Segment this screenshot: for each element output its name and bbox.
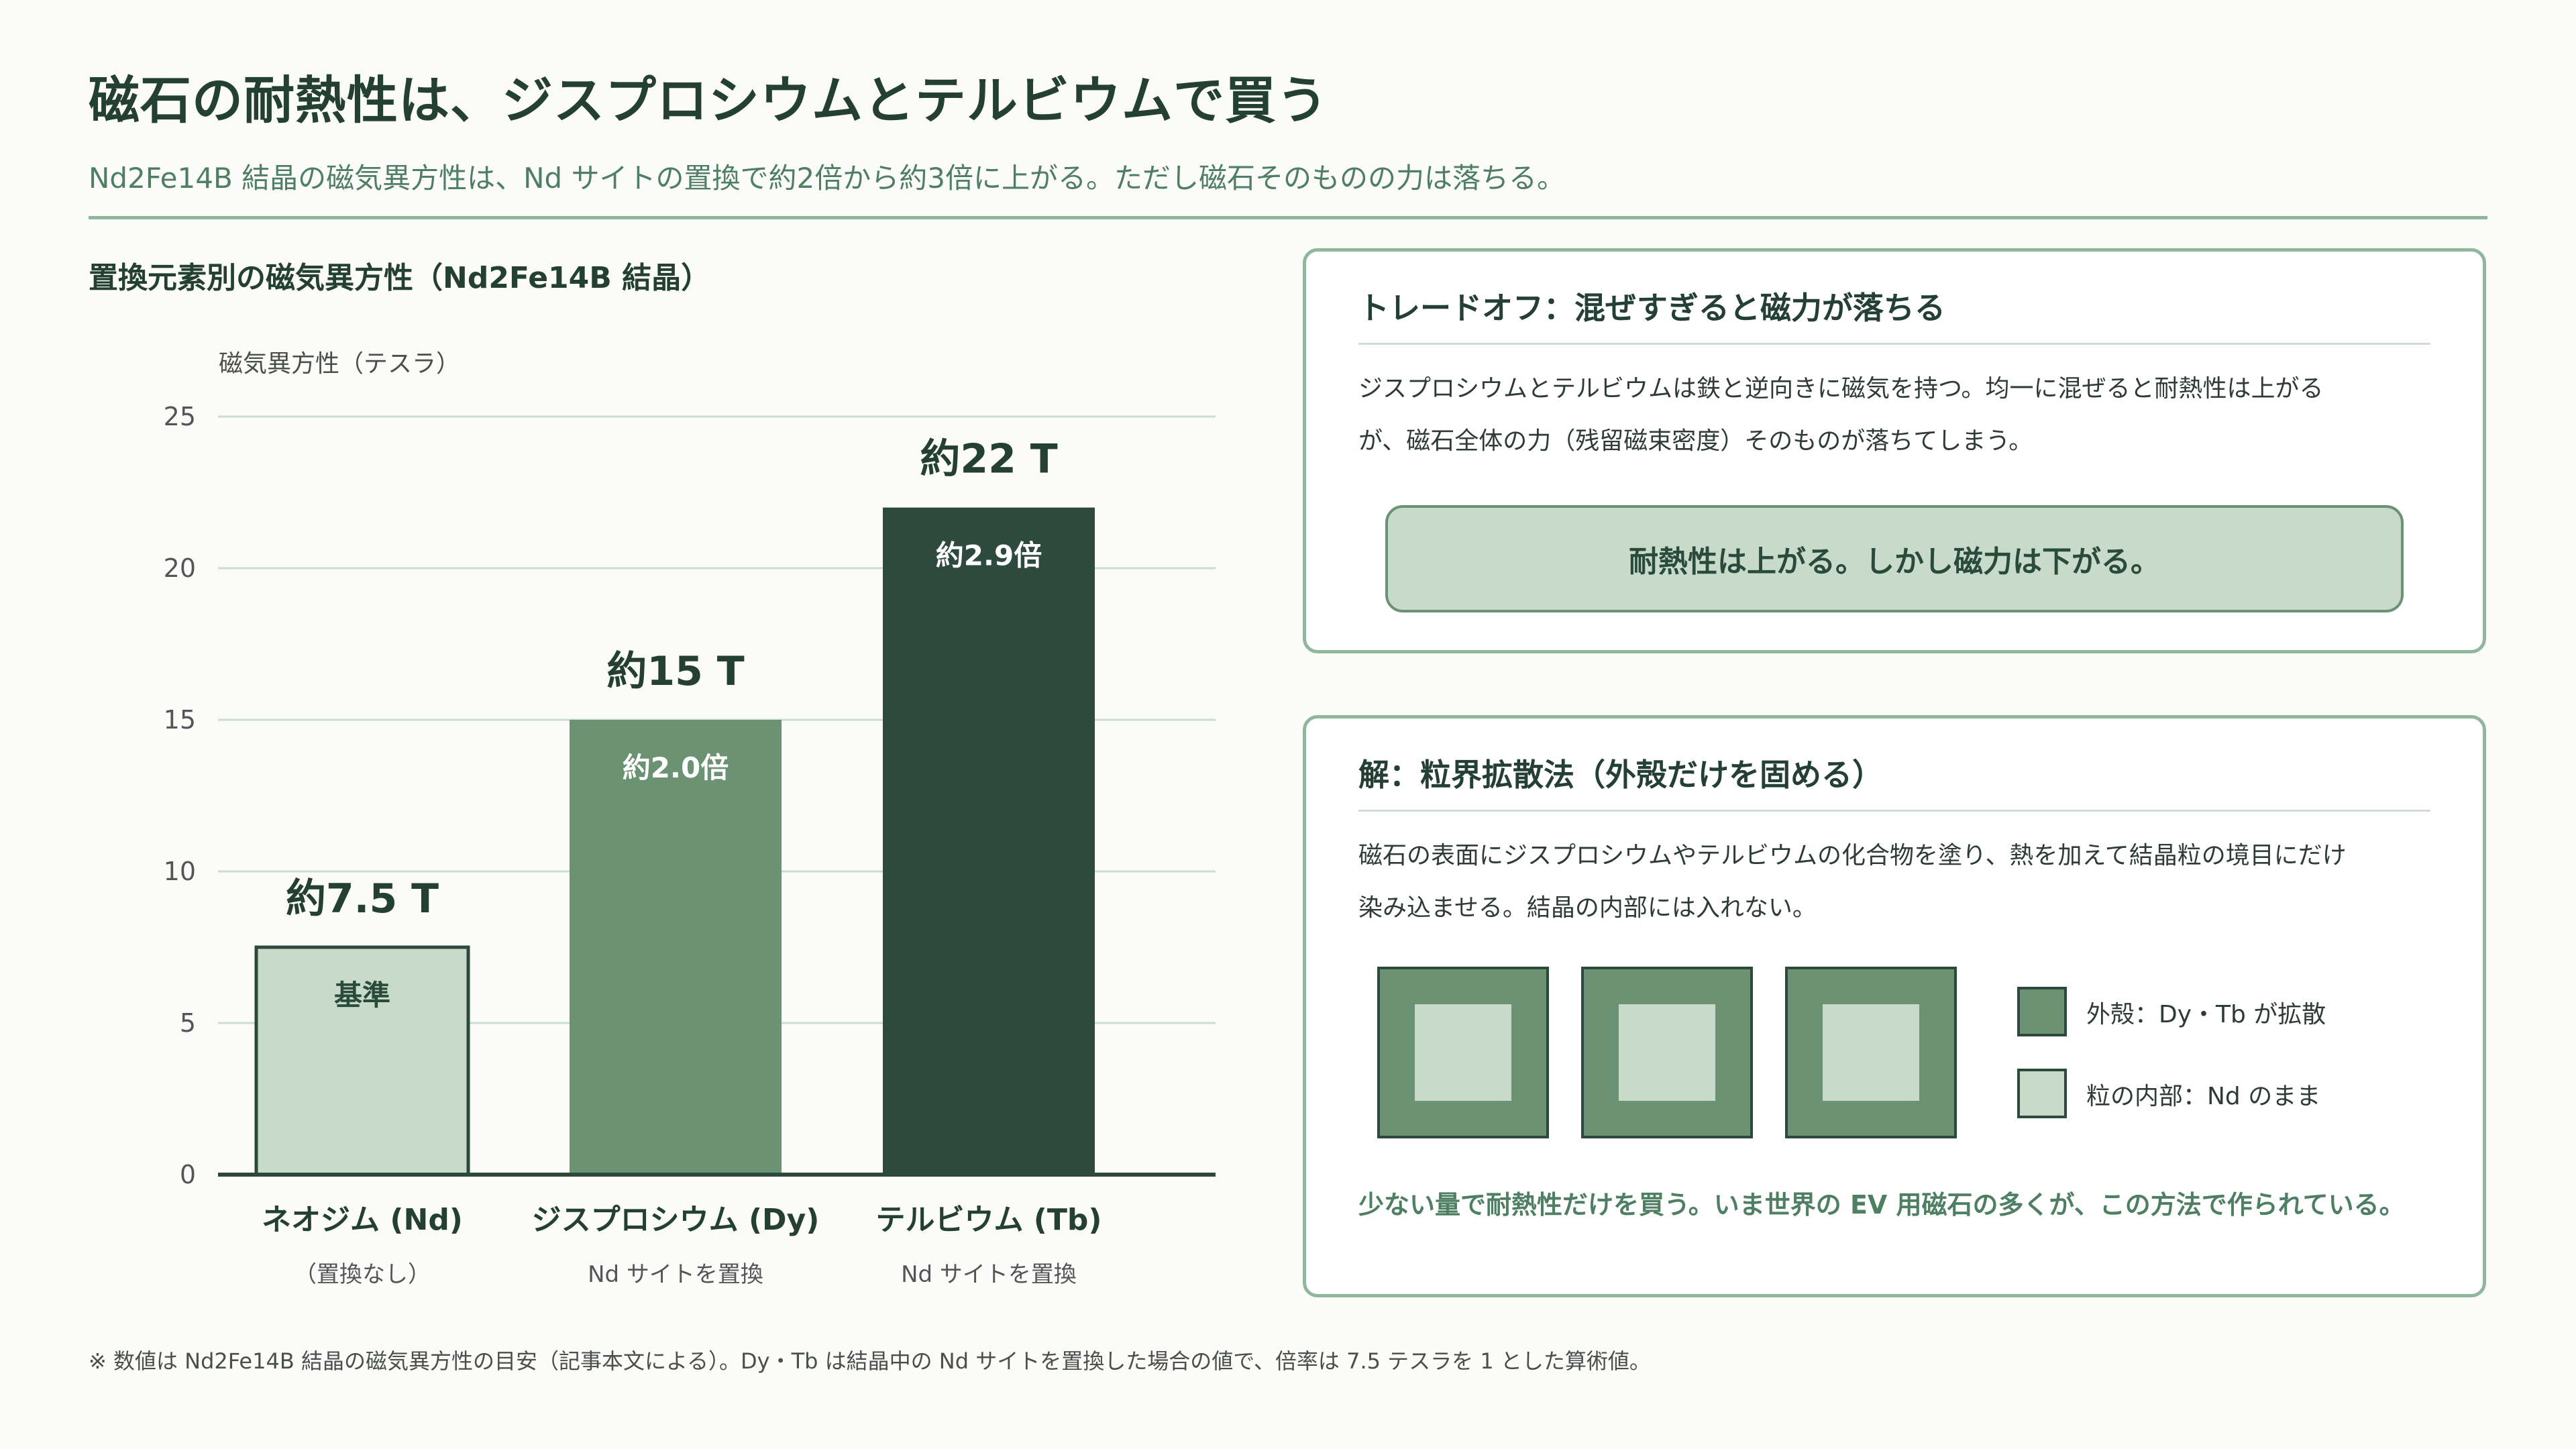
bar-1: [570, 720, 782, 1175]
solution-heading: 解：粒界拡散法（外殻だけを固める）: [1358, 751, 2430, 812]
category-label: ジスプロシウム (Dy): [532, 1203, 820, 1237]
bar-value-label: 約22 T: [920, 436, 1057, 483]
category-sublabel: Nd サイトを置換: [901, 1261, 1077, 1288]
solution-body: 磁石の表面にジスプロシウムやテルビウムの化合物を塗り、熱を加えて結晶粒の境目にだ…: [1358, 830, 2436, 934]
legend-core-swatch: [2017, 1069, 2067, 1118]
y-tick-label: 0: [180, 1160, 196, 1189]
bar-inner-label: 基準: [334, 979, 390, 1012]
category-label: テルビウム (Tb): [875, 1203, 1102, 1237]
category-sublabel: （置換なし）: [294, 1261, 431, 1288]
bar-inner-label: 約2.0倍: [623, 751, 729, 784]
grain-diagram-3: [1785, 967, 1957, 1138]
bar-inner-label: 約2.9倍: [936, 539, 1042, 572]
bar-0: [254, 945, 470, 1177]
grain-diagram-2: [1581, 967, 1753, 1138]
legend-shell-swatch: [2017, 987, 2067, 1036]
y-tick-label: 5: [180, 1008, 196, 1038]
page-subtitle: Nd2Fe14B 結晶の磁気異方性は、Nd サイトの置換で約2倍から約3倍に上が…: [89, 162, 1565, 195]
tradeoff-body-line-1: ジスプロシウムとテルビウムは鉄と逆向きに磁気を持つ。均一に混ぜると耐熱性は上がる: [1358, 375, 2324, 402]
tradeoff-callout-text: 耐熱性は上がる。しかし磁力は下がる。: [1629, 545, 2160, 579]
page-title: 磁石の耐熱性は、ジスプロシウムとテルビウムで買う: [89, 70, 1328, 130]
grain-diagram-1: [1377, 967, 1549, 1138]
y-tick-label: 25: [164, 402, 196, 431]
tradeoff-body: ジスプロシウムとテルビウムは鉄と逆向きに磁気を持つ。均一に混ぜると耐熱性は上がる…: [1358, 363, 2436, 468]
y-tick-label: 10: [164, 857, 196, 886]
footnote: ※ 数値は Nd2Fe14B 結晶の磁気異方性の目安（記事本文による）。Dy・T…: [89, 1348, 1651, 1374]
y-tick-label: 20: [164, 553, 196, 583]
bar-value-label: 約7.5 T: [286, 875, 439, 922]
grain-core-2: [1619, 1004, 1715, 1101]
tradeoff-callout: 耐熱性は上がる。しかし磁力は下がる。: [1385, 505, 2404, 612]
header-divider: [89, 216, 2487, 219]
grain-core-1: [1415, 1004, 1511, 1101]
solution-body-line-1: 磁石の表面にジスプロシウムやテルビウムの化合物を塗り、熱を加えて結晶粒の境目にだ…: [1358, 842, 2347, 869]
y-axis-label: 磁気異方性（テスラ）: [219, 350, 460, 378]
bar-value-label: 約15 T: [606, 648, 744, 695]
tradeoff-panel: トレードオフ：混ぜすぎると磁力が落ちる ジスプロシウムとテルビウムは鉄と逆向きに…: [1303, 248, 2486, 653]
tradeoff-body-line-2: が、磁石全体の力（残留磁束密度）そのものが落ちてしまう。: [1358, 427, 2033, 455]
grain-core-3: [1823, 1004, 1919, 1101]
solution-footer: 少ない量で耐熱性だけを買う。いま世界の EV 用磁石の多くが、この方法で作られて…: [1358, 1190, 2405, 1220]
solution-body-line-2: 染み込ませる。結晶の内部には入れない。: [1358, 894, 1817, 922]
category-label: ネオジム (Nd): [262, 1203, 463, 1237]
legend-shell-label: 外殻：Dy・Tb が拡散: [2086, 1001, 2326, 1028]
legend-core-label: 粒の内部：Nd のまま: [2086, 1083, 2321, 1110]
category-sublabel: Nd サイトを置換: [588, 1261, 763, 1288]
chart-title: 置換元素別の磁気異方性（Nd2Fe14B 結晶）: [89, 261, 711, 295]
tradeoff-heading: トレードオフ：混ぜすぎると磁力が落ちる: [1358, 284, 2430, 345]
bar-2: [883, 507, 1095, 1175]
y-tick-label: 15: [164, 705, 196, 735]
solution-panel: 解：粒界拡散法（外殻だけを固める） 磁石の表面にジスプロシウムやテルビウムの化合…: [1303, 715, 2486, 1297]
